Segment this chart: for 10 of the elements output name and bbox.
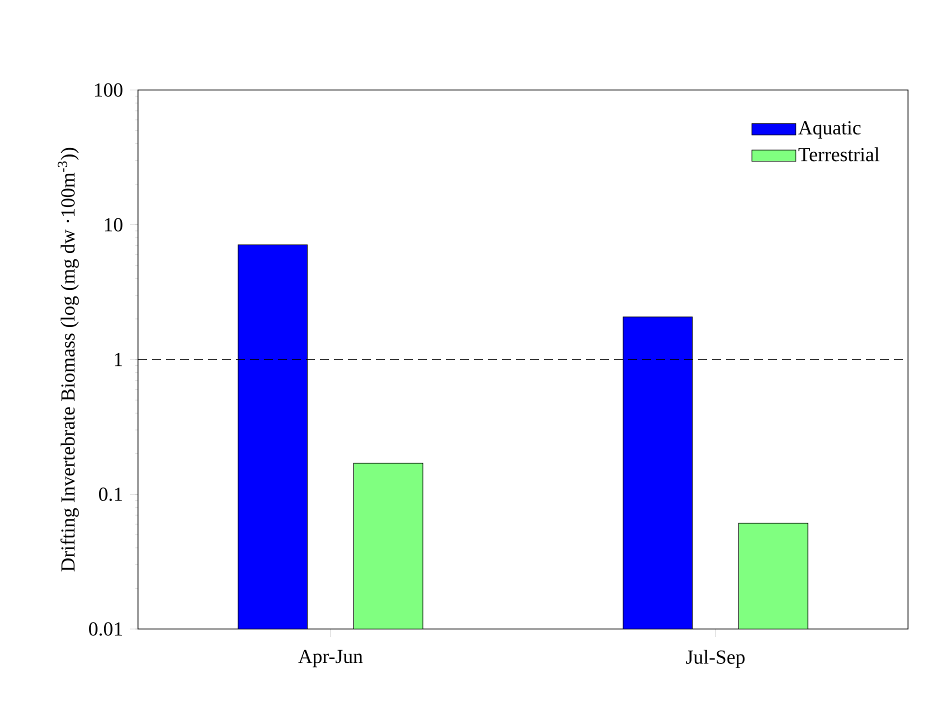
y-tick-label: 0.01 — [89, 622, 122, 636]
y-axis-title: Drifting Invertebrate Biomass (log (mg dw ·100m$^{-3}$)) — [58, 148, 79, 572]
legend-label: Aquatic — [798, 121, 861, 139]
x-tick-label: Apr-Jun — [298, 650, 363, 668]
y-tick-label: 0.1 — [99, 487, 122, 502]
legend-label: Terrestrial — [798, 147, 880, 162]
y-tick-label: 100 — [95, 83, 122, 97]
y-tick-label: 1 — [114, 352, 122, 366]
y-tick-label: 10 — [104, 218, 122, 232]
x-tick-label: Jul-Sep — [686, 650, 745, 668]
